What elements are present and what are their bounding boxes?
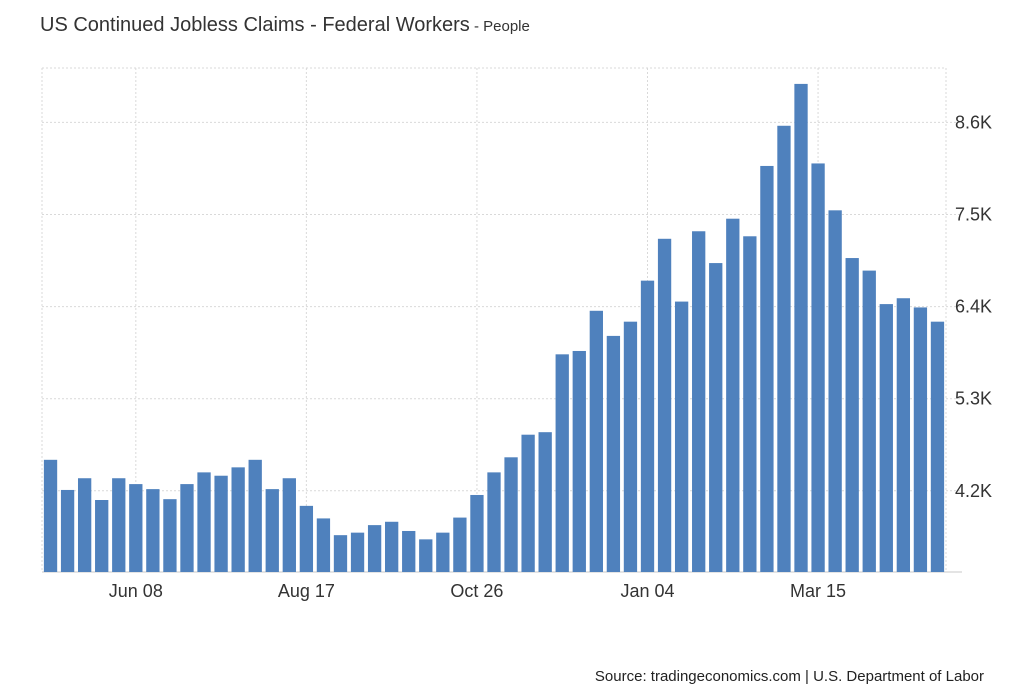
bar xyxy=(794,83,808,572)
bar xyxy=(640,280,655,572)
x-tick-label: Jan 04 xyxy=(620,581,674,601)
bar xyxy=(299,505,314,572)
bar xyxy=(333,535,348,572)
grid-lines xyxy=(41,67,962,573)
x-tick-label: Jun 08 xyxy=(109,581,163,601)
bar xyxy=(265,489,279,572)
bar xyxy=(845,258,859,572)
bar xyxy=(163,499,177,572)
bar xyxy=(709,263,723,572)
bar xyxy=(777,125,791,572)
bar xyxy=(436,532,450,572)
bar xyxy=(538,432,552,572)
bar xyxy=(60,489,75,572)
bar xyxy=(282,478,296,572)
bar xyxy=(146,489,160,572)
y-tick-label: 8.6K xyxy=(955,112,992,132)
source-note: Source: tradingeconomics.com | U.S. Depa… xyxy=(594,668,984,685)
bar xyxy=(760,165,774,572)
y-tick-label: 6.4K xyxy=(955,297,992,317)
bar xyxy=(743,236,757,573)
x-tick-label: Mar 15 xyxy=(790,581,846,601)
chart-title: US Continued Jobless Claims - Federal Wo… xyxy=(40,14,470,36)
bar xyxy=(180,484,194,572)
bar xyxy=(43,459,58,572)
bar xyxy=(879,304,893,572)
bar xyxy=(572,350,586,572)
bar xyxy=(487,472,501,572)
bar xyxy=(504,457,518,572)
bar xyxy=(606,335,621,572)
bar xyxy=(385,521,399,572)
x-tick-label: Oct 26 xyxy=(450,581,503,601)
chart-subtitle: People xyxy=(483,18,530,35)
bar xyxy=(197,472,211,572)
bar xyxy=(521,434,535,572)
bar-chart: 4.2K 5.3K 6.4K 7.5K 8.6K Jun 08 Aug 17 Oct 26 Ja… xyxy=(41,67,992,601)
bar xyxy=(316,518,331,572)
bar xyxy=(402,530,416,572)
x-tick-label: Aug 17 xyxy=(278,581,335,601)
bar xyxy=(367,525,382,572)
bar xyxy=(862,270,876,572)
bar xyxy=(674,301,689,572)
bar xyxy=(896,298,911,572)
bar xyxy=(828,210,842,573)
bar xyxy=(248,459,262,572)
y-tick-label: 4.2K xyxy=(955,481,992,501)
bar-series xyxy=(43,83,945,573)
bar xyxy=(95,500,109,572)
bar xyxy=(470,494,484,572)
axis-labels: 4.2K 5.3K 6.4K 7.5K 8.6K Jun 08 Aug 17 Oct 26 Ja… xyxy=(109,112,992,601)
bar xyxy=(419,539,433,572)
y-tick-label: 5.3K xyxy=(955,389,992,409)
bar xyxy=(214,475,228,572)
bar xyxy=(77,478,92,572)
bar xyxy=(692,231,706,573)
bar xyxy=(112,478,126,572)
bar xyxy=(623,321,638,572)
bar xyxy=(913,307,928,572)
bar xyxy=(129,484,143,572)
bar xyxy=(555,354,569,572)
bar xyxy=(231,467,245,572)
bar xyxy=(350,532,365,572)
chart-subtitle-sep: - xyxy=(469,18,484,35)
bar xyxy=(453,517,467,572)
y-tick-label: 7.5K xyxy=(955,205,992,225)
bar xyxy=(589,310,603,572)
bar xyxy=(657,238,672,572)
bar xyxy=(811,163,825,572)
bar xyxy=(930,321,945,572)
chart-title-block: US Continued Jobless Claims - Federal Wo… xyxy=(40,14,530,37)
bar xyxy=(726,218,740,572)
